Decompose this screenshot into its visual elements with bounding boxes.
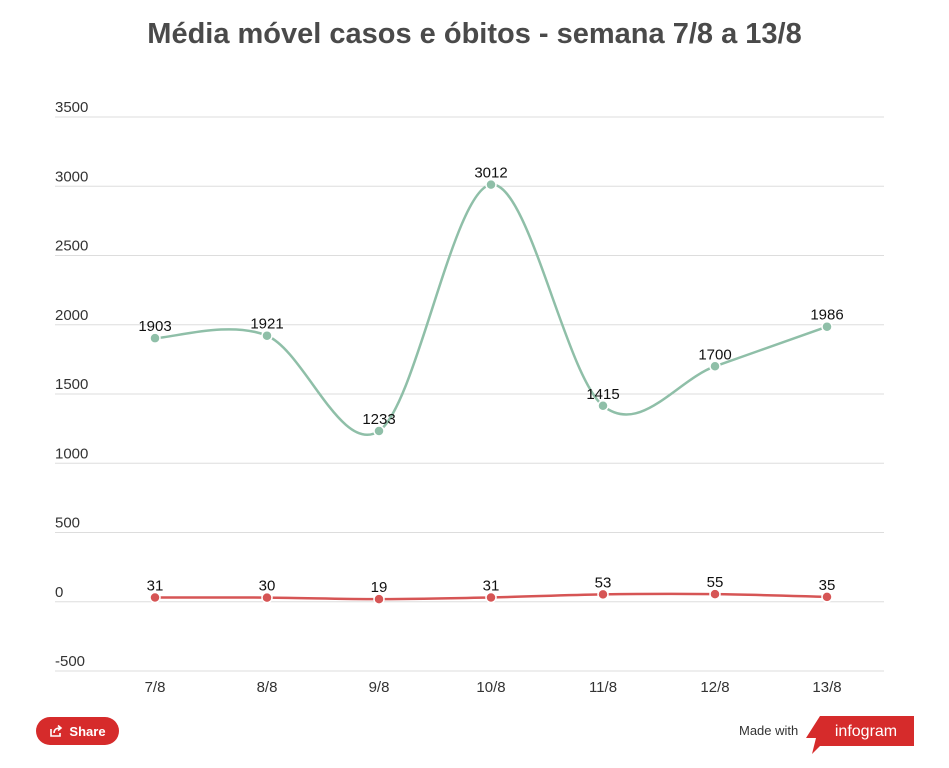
data-label-deaths: 31 xyxy=(147,577,164,594)
data-label-cases: 1233 xyxy=(362,411,395,428)
data-label-deaths: 30 xyxy=(259,578,276,595)
data-label-cases: 1921 xyxy=(250,316,283,333)
data-point-cases[interactable] xyxy=(709,360,721,373)
x-tick-label: 9/8 xyxy=(369,679,390,696)
data-label-deaths: 53 xyxy=(595,574,612,591)
data-point-cases[interactable] xyxy=(485,178,497,191)
share-icon xyxy=(50,724,63,737)
data-label-cases: 1415 xyxy=(586,386,619,403)
chart-title: Média móvel casos e óbitos - semana 7/8 … xyxy=(147,18,802,50)
data-point-cases[interactable] xyxy=(821,320,833,333)
x-tick-label: 10/8 xyxy=(476,679,505,696)
data-label-cases: 1903 xyxy=(138,318,171,335)
x-tick-label: 7/8 xyxy=(145,679,166,696)
infogram-logo[interactable]: infogram xyxy=(806,716,916,756)
x-tick-label: 13/8 xyxy=(812,679,841,696)
line-chart: 3500 3000 2500 2000 1500 1000 500 0 -500 7/8 8/8 9… xyxy=(55,99,884,696)
data-label-deaths: 55 xyxy=(707,574,724,591)
y-tick-label: -500 xyxy=(55,653,85,670)
data-label-deaths: 35 xyxy=(819,577,836,594)
data-point-deaths[interactable] xyxy=(149,591,161,604)
grid-lines xyxy=(55,116,884,672)
share-label: Share xyxy=(69,723,106,739)
data-point-deaths[interactable] xyxy=(373,593,385,605)
y-axis-ticks: 3500 3000 2500 2000 1500 1000 500 0 -500 xyxy=(55,99,88,670)
made-with-text: Made with xyxy=(739,723,799,738)
data-point-deaths[interactable] xyxy=(709,588,721,600)
data-label-cases: 1700 xyxy=(698,346,731,363)
data-label-deaths: 19 xyxy=(371,579,388,596)
data-point-cases[interactable] xyxy=(373,425,385,437)
x-axis-ticks: 7/8 8/8 9/8 10/8 11/8 12/8 13/8 xyxy=(145,679,842,696)
brand-label: infogram xyxy=(835,723,897,740)
y-tick-label: 2000 xyxy=(55,307,88,324)
y-tick-label: 3500 xyxy=(55,99,88,116)
data-point-cases[interactable] xyxy=(597,400,609,412)
data-label-cases: 3012 xyxy=(474,165,507,182)
series-lines: 1903 1921 1233 3012 1415 1700 1986 31 30 19 31 53 55… xyxy=(138,165,844,605)
x-tick-label: 12/8 xyxy=(700,679,729,696)
y-tick-label: 1000 xyxy=(55,445,88,462)
y-tick-label: 0 xyxy=(55,584,63,601)
x-tick-label: 8/8 xyxy=(257,679,278,696)
data-label-cases: 1986 xyxy=(810,307,843,324)
data-point-deaths[interactable] xyxy=(485,591,497,604)
data-point-cases[interactable] xyxy=(149,332,161,344)
data-point-deaths[interactable] xyxy=(597,588,609,601)
share-button[interactable]: Share xyxy=(36,717,119,745)
data-point-cases[interactable] xyxy=(261,329,273,342)
y-tick-label: 500 xyxy=(55,515,80,532)
y-tick-label: 2500 xyxy=(55,238,88,255)
series-line-cases xyxy=(154,183,828,436)
data-point-deaths[interactable] xyxy=(821,591,833,603)
x-tick-label: 11/8 xyxy=(589,679,617,696)
y-tick-label: 1500 xyxy=(55,376,88,393)
data-point-deaths[interactable] xyxy=(261,591,273,604)
y-tick-label: 3000 xyxy=(55,168,88,185)
data-label-deaths: 31 xyxy=(483,577,500,594)
